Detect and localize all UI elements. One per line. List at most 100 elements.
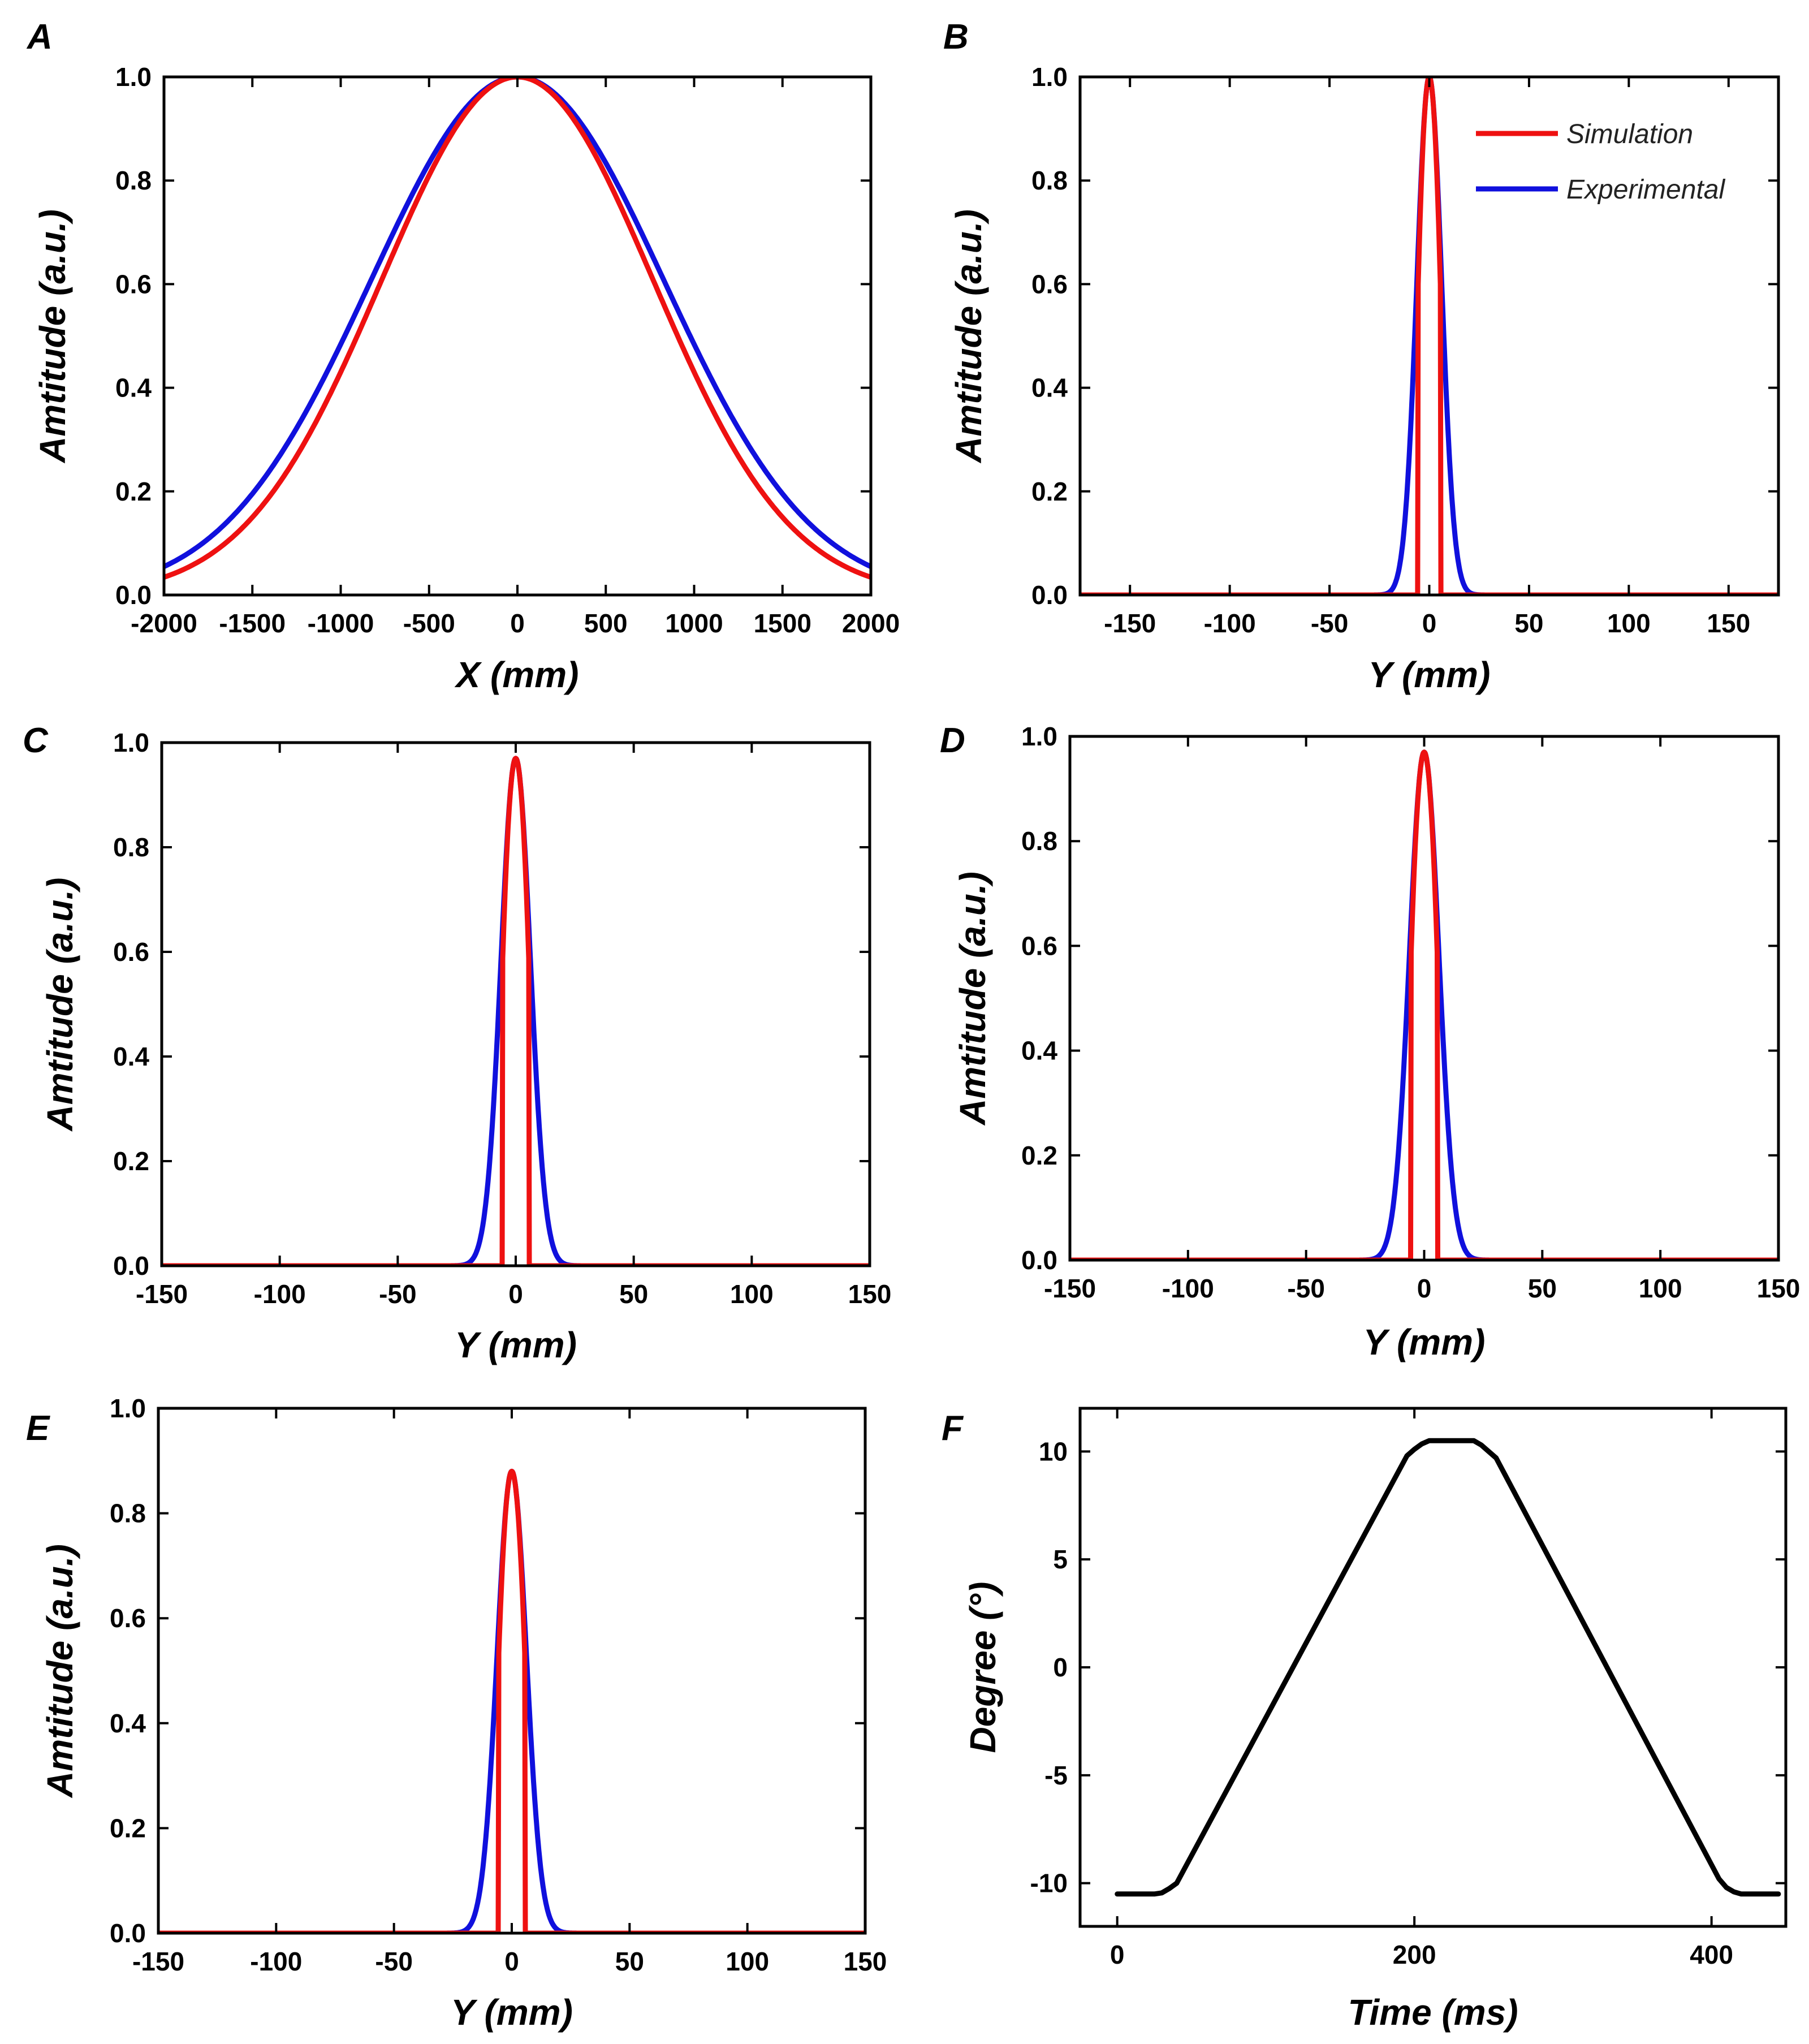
series-line-simulation bbox=[164, 77, 871, 580]
y-tick-label: 0.4 bbox=[115, 373, 152, 403]
panel-b: B -150 -100 -50 0 50 100 150 0.0 0.2 0.4 0.6 0.8 1.0 Y… bbox=[943, 18, 1780, 695]
legend: Simulation Experimental bbox=[1476, 119, 1725, 205]
legend-label-experimental: Experimental bbox=[1566, 175, 1725, 205]
panel-label: F bbox=[942, 1409, 964, 1448]
x-axis-label: Y (mm) bbox=[451, 1992, 573, 2033]
x-tick-label: 50 bbox=[615, 1947, 644, 1976]
y-tick-label: 0.0 bbox=[113, 1251, 149, 1280]
x-tick-label: -100 bbox=[250, 1947, 302, 1976]
x-tick-label: -150 bbox=[136, 1279, 188, 1309]
y-tick-label: 1.0 bbox=[110, 1394, 146, 1423]
x-axis-label: Y (mm) bbox=[1363, 1322, 1486, 1362]
y-tick-label: 0.0 bbox=[1021, 1245, 1057, 1275]
x-tick-label: 100 bbox=[726, 1947, 769, 1976]
y-tick-label: 0.0 bbox=[1031, 580, 1068, 610]
x-tick-label: 150 bbox=[1707, 609, 1750, 638]
x-tick-label: -100 bbox=[1162, 1274, 1214, 1303]
x-axis-label: X (mm) bbox=[455, 654, 579, 695]
series-group bbox=[1115, 1438, 1781, 1897]
x-tick-label: -150 bbox=[1104, 609, 1156, 638]
x-tick-label: -150 bbox=[1044, 1274, 1096, 1303]
y-tick-label: 0.6 bbox=[110, 1603, 146, 1633]
x-tick-label: 0 bbox=[508, 1279, 523, 1309]
panel-a: A -2000 -1500 -1000 -500 0 500 1000 1500 2000 0.0 0… bbox=[26, 18, 900, 695]
series-line-simulation bbox=[158, 1468, 865, 1933]
y-tick-label: 0 bbox=[1053, 1653, 1068, 1682]
x-tick-label: -50 bbox=[1287, 1274, 1324, 1303]
x-tick-label: 1000 bbox=[665, 609, 723, 638]
panel-label: A bbox=[26, 18, 53, 57]
y-tick-label: 0.2 bbox=[110, 1813, 146, 1843]
panel-label: B bbox=[943, 18, 969, 57]
y-axis-label: Degree (°) bbox=[962, 1582, 1003, 1753]
plot-frame bbox=[1078, 75, 1780, 597]
series-group bbox=[1070, 749, 1778, 1260]
y-tick-label: 0.6 bbox=[115, 269, 152, 299]
x-tick-label: -1000 bbox=[308, 609, 374, 638]
panel-c: C -150 -100 -50 0 50 100 150 0.0 0.2 0.4 0.6 0.8 1.0 Y… bbox=[23, 721, 891, 1365]
plot-frame bbox=[1078, 1407, 1788, 1928]
y-tick-label: 0.4 bbox=[113, 1042, 149, 1071]
panel-e: E -150 -100 -50 0 50 100 150 0.0 0.2 0.4 0.6 0.8 1.0 Y… bbox=[26, 1394, 887, 2033]
y-tick-label: -10 bbox=[1030, 1869, 1068, 1898]
x-tick-label: 150 bbox=[1757, 1274, 1801, 1303]
x-tick-label: 50 bbox=[619, 1279, 648, 1309]
y-tick-label: 0.8 bbox=[1031, 166, 1068, 195]
x-tick-label: 150 bbox=[844, 1947, 887, 1976]
panel-label: E bbox=[26, 1409, 50, 1448]
x-tick-label: 0 bbox=[510, 609, 525, 638]
x-tick-label: 400 bbox=[1690, 1940, 1733, 1969]
y-axis-label: Amtitude (a.u.) bbox=[40, 878, 80, 1132]
x-tick-label: 1500 bbox=[754, 609, 811, 638]
y-tick-label: 5 bbox=[1053, 1545, 1068, 1574]
x-tick-label: -50 bbox=[375, 1947, 412, 1976]
x-tick-label: -2000 bbox=[131, 609, 197, 638]
y-tick-label: 0.2 bbox=[1021, 1141, 1057, 1170]
y-tick-label: 0.4 bbox=[110, 1709, 146, 1738]
x-tick-label: 0 bbox=[504, 1947, 519, 1976]
x-tick-label: 200 bbox=[1393, 1940, 1436, 1969]
series-line-simulation bbox=[1070, 749, 1778, 1260]
x-tick-label: -1500 bbox=[219, 609, 286, 638]
x-tick-label: 0 bbox=[1422, 609, 1437, 638]
y-tick-label: 0.8 bbox=[113, 833, 149, 862]
y-tick-label: 0.6 bbox=[1031, 269, 1068, 299]
series-line-simulation bbox=[1080, 77, 1778, 595]
series-group bbox=[1080, 77, 1778, 595]
y-tick-label: 0.6 bbox=[113, 937, 149, 967]
y-tick-label: 0.2 bbox=[115, 477, 152, 506]
series-line-experimental bbox=[1080, 77, 1778, 595]
x-tick-label: -50 bbox=[1311, 609, 1348, 638]
y-tick-label: 1.0 bbox=[115, 62, 152, 92]
x-tick-label: 150 bbox=[848, 1279, 892, 1309]
x-axis-label: Time (ms) bbox=[1348, 1992, 1518, 2033]
series-line-experimental bbox=[158, 1468, 865, 1933]
x-tick-label: 2000 bbox=[842, 609, 900, 638]
x-tick-label: 0 bbox=[1110, 1940, 1125, 1969]
plot-frame bbox=[160, 741, 871, 1267]
x-tick-label: 500 bbox=[584, 609, 628, 638]
y-tick-label: 1.0 bbox=[1021, 722, 1057, 751]
series-group bbox=[164, 77, 871, 580]
y-axis-label: Amtitude (a.u.) bbox=[952, 872, 993, 1126]
plot-frame bbox=[1068, 735, 1780, 1262]
series-line-experimental bbox=[1070, 749, 1778, 1260]
y-tick-label: 0.0 bbox=[115, 580, 152, 610]
y-tick-label: 0.8 bbox=[110, 1499, 146, 1528]
y-tick-label: 0.8 bbox=[115, 166, 152, 195]
y-tick-label: 0.2 bbox=[1031, 477, 1068, 506]
x-tick-label: 50 bbox=[1528, 1274, 1557, 1303]
x-tick-label: -500 bbox=[403, 609, 455, 638]
y-tick-label: 0.4 bbox=[1021, 1036, 1057, 1066]
series-group bbox=[162, 756, 870, 1266]
series-line-simulation bbox=[162, 756, 870, 1266]
x-tick-label: -150 bbox=[132, 1947, 184, 1976]
x-tick-label: -100 bbox=[1204, 609, 1256, 638]
y-tick-label: 0.8 bbox=[1021, 826, 1057, 856]
x-tick-label: 100 bbox=[730, 1279, 774, 1309]
y-axis-label: Amtitude (a.u.) bbox=[40, 1544, 80, 1799]
panel-d: D -150 -100 -50 0 50 100 150 0.0 0.2 0.4 0.6 0.8 1.0 Y… bbox=[940, 721, 1800, 1362]
x-tick-label: 50 bbox=[1514, 609, 1543, 638]
y-tick-label: 10 bbox=[1039, 1437, 1068, 1466]
